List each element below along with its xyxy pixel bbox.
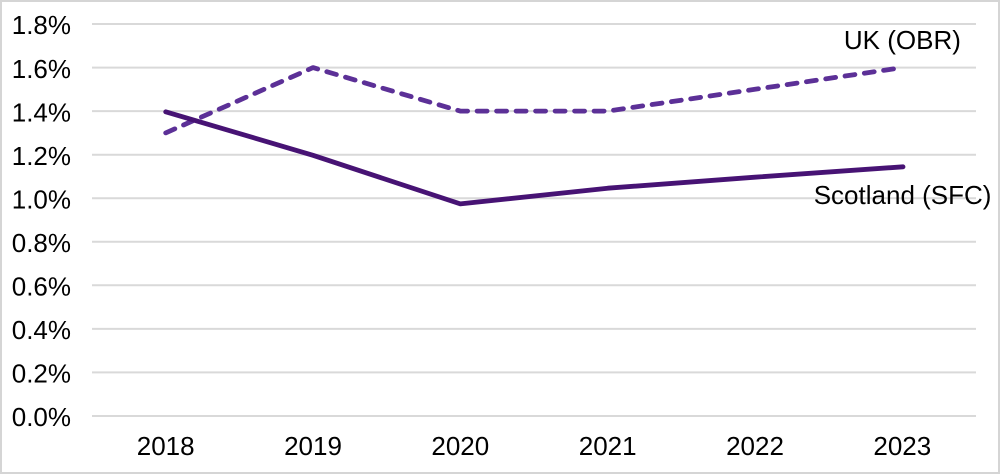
svg-text:2022: 2022 [726, 431, 784, 461]
svg-text:1.0%: 1.0% [12, 184, 71, 214]
svg-text:1.2%: 1.2% [12, 141, 71, 171]
svg-text:UK (OBR): UK (OBR) [844, 25, 961, 55]
svg-text:2020: 2020 [431, 431, 489, 461]
svg-text:2023: 2023 [873, 431, 931, 461]
svg-text:1.4%: 1.4% [12, 97, 71, 127]
svg-text:0.0%: 0.0% [12, 402, 71, 432]
svg-text:Scotland (SFC): Scotland (SFC) [814, 180, 992, 210]
svg-text:0.2%: 0.2% [12, 359, 71, 389]
svg-text:2019: 2019 [284, 431, 342, 461]
svg-text:1.8%: 1.8% [12, 10, 71, 40]
svg-text:0.8%: 0.8% [12, 228, 71, 258]
svg-text:0.4%: 0.4% [12, 315, 71, 345]
svg-text:2018: 2018 [137, 431, 195, 461]
svg-text:2021: 2021 [579, 431, 637, 461]
svg-text:1.6%: 1.6% [12, 54, 71, 84]
svg-text:0.6%: 0.6% [12, 272, 71, 302]
